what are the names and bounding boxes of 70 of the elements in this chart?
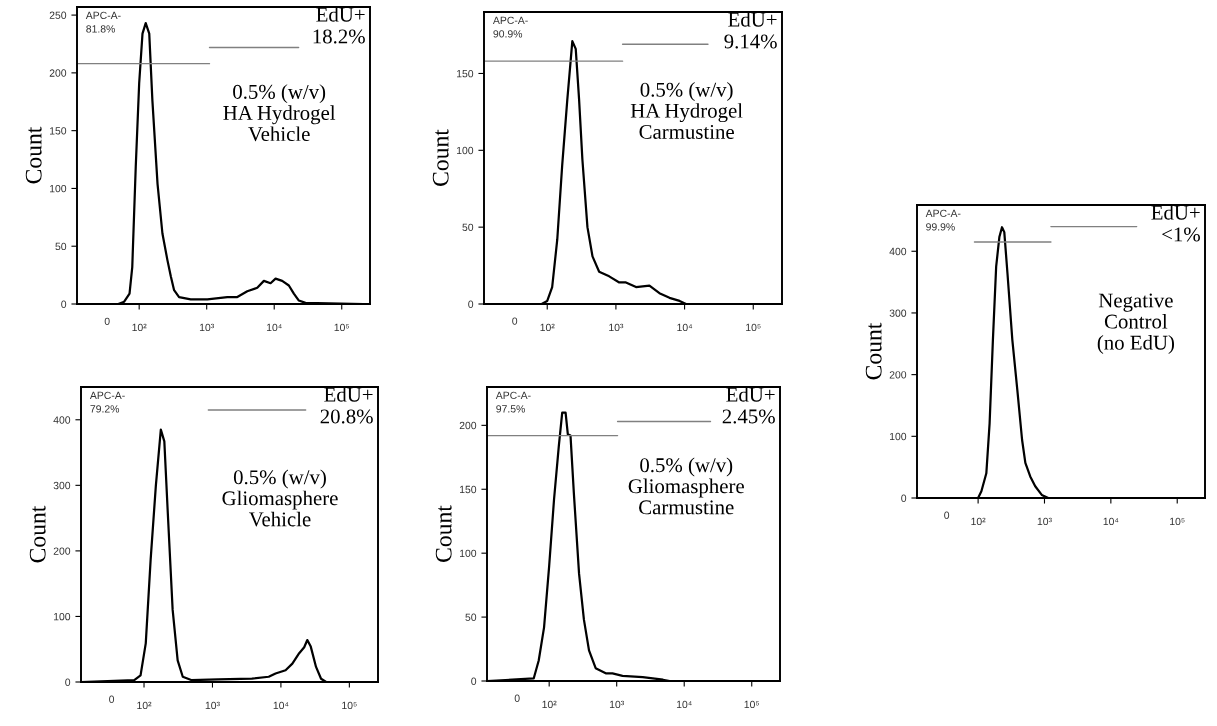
annotation: EdU+ 2.45%	[722, 387, 775, 424]
x-tick-label: 10⁴	[677, 323, 693, 332]
y-tick-label: 300	[889, 309, 907, 317]
y-tick-label: 100	[890, 432, 907, 441]
x-tick-label: 10²	[971, 517, 986, 526]
y-tick-label: 400	[889, 247, 907, 256]
x-tick-label: 10⁴	[676, 700, 692, 709]
annotation: EdU+ <1%	[1151, 205, 1200, 242]
y-tick-label: 200	[459, 421, 477, 430]
x-tick-label: 10²	[132, 323, 147, 332]
y-tick-label: 50	[462, 223, 474, 232]
y-tick-label: 0	[61, 300, 67, 308]
text: 0	[104, 317, 110, 326]
y-tick-label: 300	[53, 481, 71, 490]
annotation: Negative Control (no EdU)	[1097, 293, 1175, 354]
annotation: APC-A- 81.8%	[85, 11, 121, 33]
x-tick-label: 10³	[205, 701, 220, 710]
y-axis-title: Count	[25, 126, 42, 184]
x-tick-label: 10⁵	[342, 701, 357, 710]
y-tick-label: 100	[457, 146, 474, 155]
annotation: EdU+ 18.2%	[313, 7, 365, 44]
y-tick-label: 200	[53, 547, 71, 555]
y-axis-title: Count	[29, 505, 46, 563]
x-tick-label: 10²	[540, 323, 555, 332]
y-tick-label: 150	[460, 485, 477, 494]
x-tick-label: 10²	[542, 700, 557, 709]
y-tick-label: 0	[901, 494, 907, 502]
y-tick-label: 100	[54, 612, 71, 621]
y-tick-label: 150	[457, 69, 474, 78]
annotation: APC-A- 97.5%	[495, 391, 531, 413]
y-axis-title: Count	[865, 322, 882, 380]
annotation: APC-A- 90.9%	[492, 16, 528, 38]
y-tick-label: 100	[460, 549, 477, 558]
annotation: APC-A- 99.9%	[925, 209, 961, 231]
text: 0	[514, 694, 520, 702]
y-tick-label: 250	[49, 11, 67, 19]
y-tick-label: 100	[50, 184, 67, 193]
y-tick-label: 50	[55, 242, 67, 251]
x-tick-label: 10⁴	[266, 323, 282, 332]
annotation: 0.5% (w/v) HA Hydrogel Vehicle	[223, 84, 336, 142]
y-tick-label: 0	[468, 300, 474, 308]
x-tick-label: 10³	[609, 323, 624, 332]
annotation: 0.5% (w/v) Gliomasphere Vehicle	[222, 469, 338, 527]
y-tick-label: 200	[889, 371, 907, 379]
x-tick-label: 10⁵	[744, 700, 760, 709]
y-tick-label: 200	[49, 69, 67, 77]
x-tick-label: 10³	[199, 323, 215, 332]
y-axis-title: Count	[435, 505, 452, 562]
x-tick-label: 10⁵	[334, 323, 350, 332]
x-tick-label: 10⁵	[1170, 517, 1185, 526]
x-tick-label: 10³	[1037, 517, 1052, 526]
x-tick-label: 10⁵	[746, 323, 761, 332]
annotation: EdU+ 9.14%	[724, 12, 777, 49]
y-tick-label: 50	[465, 613, 477, 621]
x-tick-label: 10⁴	[273, 701, 289, 710]
text: 0	[512, 317, 518, 325]
annotation: 0.5% (w/v) HA Hydrogel Carmustine	[630, 82, 743, 139]
x-tick-label: 10³	[609, 700, 625, 709]
y-tick-label: 400	[53, 416, 71, 424]
text: 0	[944, 511, 950, 519]
y-tick-label: 0	[65, 678, 71, 686]
annotation: EdU+ 20.8%	[320, 387, 373, 424]
y-axis-title: Count	[432, 129, 449, 186]
y-tick-label: 150	[50, 127, 67, 135]
y-tick-label: 0	[471, 677, 477, 685]
text: 0	[109, 695, 115, 703]
annotation: APC-A- 79.2%	[89, 391, 125, 413]
annotation: 0.5% (w/v) Gliomasphere Carmustine	[628, 457, 744, 515]
x-tick-label: 10⁴	[1103, 517, 1119, 526]
x-tick-label: 10²	[137, 701, 152, 710]
